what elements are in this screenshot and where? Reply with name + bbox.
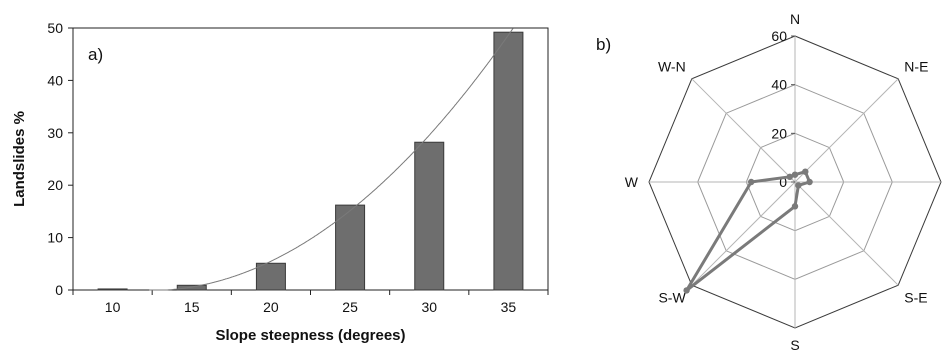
x-tick-label: 15 <box>184 299 200 315</box>
radar-direction-label: N <box>790 11 800 27</box>
radar-point <box>795 182 802 189</box>
bar <box>255 262 286 291</box>
radar-point <box>802 168 809 175</box>
radar-point <box>786 173 793 180</box>
x-tick-label: 20 <box>263 299 279 315</box>
y-axis-ticks: 0 10 20 30 40 50 <box>47 20 73 298</box>
radar-spoke <box>794 181 899 286</box>
bar <box>335 204 366 291</box>
radar-chart-panel-label: b) <box>596 35 611 54</box>
radar-point <box>791 171 799 178</box>
radar-radial-ticks: 0 20 40 60 <box>771 28 795 190</box>
bar-chart-panel-label: a) <box>88 45 103 64</box>
radar-direction-label: S-W <box>658 289 686 305</box>
y-tick-label: 30 <box>47 125 63 141</box>
radar-direction-label: W <box>625 174 639 190</box>
radar-direction-label: S <box>790 337 799 353</box>
radar-spoke <box>691 78 796 183</box>
x-tick-label: 10 <box>105 299 121 315</box>
radar-tick-label: 20 <box>771 125 787 141</box>
radar-direction-label: S-E <box>904 289 927 305</box>
radar-direction-label: W-N <box>658 59 686 75</box>
radar-spoke <box>794 78 899 183</box>
x-tick-label: 35 <box>501 299 517 315</box>
x-axis-title: Slope steepness (degrees) <box>215 327 405 344</box>
y-tick-label: 50 <box>47 20 63 36</box>
bars <box>97 31 524 291</box>
y-axis-title: Landslides % <box>11 111 28 207</box>
radar-point <box>806 178 813 186</box>
radar-direction-label: N-E <box>904 59 928 75</box>
radar-tick-label: 60 <box>771 28 787 44</box>
radar-point <box>683 287 690 294</box>
bar-chart-panel: a) 0 10 20 30 40 50 10 15 20 25 30 35 Slope steepn… <box>11 20 549 344</box>
bar-chart-plot-frame <box>72 27 549 291</box>
bar <box>97 288 128 291</box>
y-tick-label: 20 <box>47 177 63 193</box>
y-tick-label: 40 <box>47 72 63 88</box>
radar-tick-label: 0 <box>779 174 787 190</box>
y-tick-label: 0 <box>55 282 63 298</box>
x-axis-ticks: 10 15 20 25 30 35 <box>72 290 549 315</box>
bar <box>493 31 524 291</box>
x-tick-label: 25 <box>342 299 358 315</box>
bar <box>176 284 207 291</box>
radar-tick-label: 40 <box>771 77 787 93</box>
radar-point <box>791 203 799 210</box>
radar-spoke <box>691 181 796 286</box>
radar-series-points <box>683 168 813 294</box>
trend-line <box>149 28 514 291</box>
radar-point <box>748 178 755 186</box>
bar <box>414 141 445 291</box>
y-tick-label: 10 <box>47 230 63 246</box>
radar-direction-labels: NN-EES-ESS-WWW-N <box>625 11 929 353</box>
x-tick-label: 30 <box>421 299 437 315</box>
